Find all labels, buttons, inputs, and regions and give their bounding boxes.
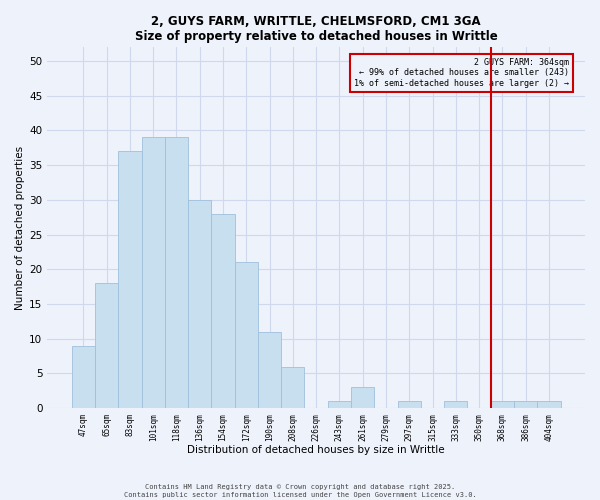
- Bar: [165, 138, 188, 408]
- Bar: [235, 262, 258, 408]
- Bar: [211, 214, 235, 408]
- Bar: [188, 200, 211, 408]
- Bar: [514, 402, 537, 408]
- Bar: [281, 366, 304, 408]
- Title: 2, GUYS FARM, WRITTLE, CHELMSFORD, CM1 3GA
Size of property relative to detached: 2, GUYS FARM, WRITTLE, CHELMSFORD, CM1 3…: [135, 15, 497, 43]
- Text: 2 GUYS FARM: 364sqm
← 99% of detached houses are smaller (243)
1% of semi-detach: 2 GUYS FARM: 364sqm ← 99% of detached ho…: [354, 58, 569, 88]
- X-axis label: Distribution of detached houses by size in Writtle: Distribution of detached houses by size …: [187, 445, 445, 455]
- Bar: [118, 151, 142, 408]
- Bar: [142, 138, 165, 408]
- Bar: [258, 332, 281, 408]
- Bar: [95, 283, 118, 408]
- Bar: [491, 402, 514, 408]
- Bar: [398, 402, 421, 408]
- Y-axis label: Number of detached properties: Number of detached properties: [15, 146, 25, 310]
- Bar: [351, 388, 374, 408]
- Bar: [444, 402, 467, 408]
- Text: Contains HM Land Registry data © Crown copyright and database right 2025.
Contai: Contains HM Land Registry data © Crown c…: [124, 484, 476, 498]
- Bar: [328, 402, 351, 408]
- Bar: [72, 346, 95, 408]
- Bar: [537, 402, 560, 408]
